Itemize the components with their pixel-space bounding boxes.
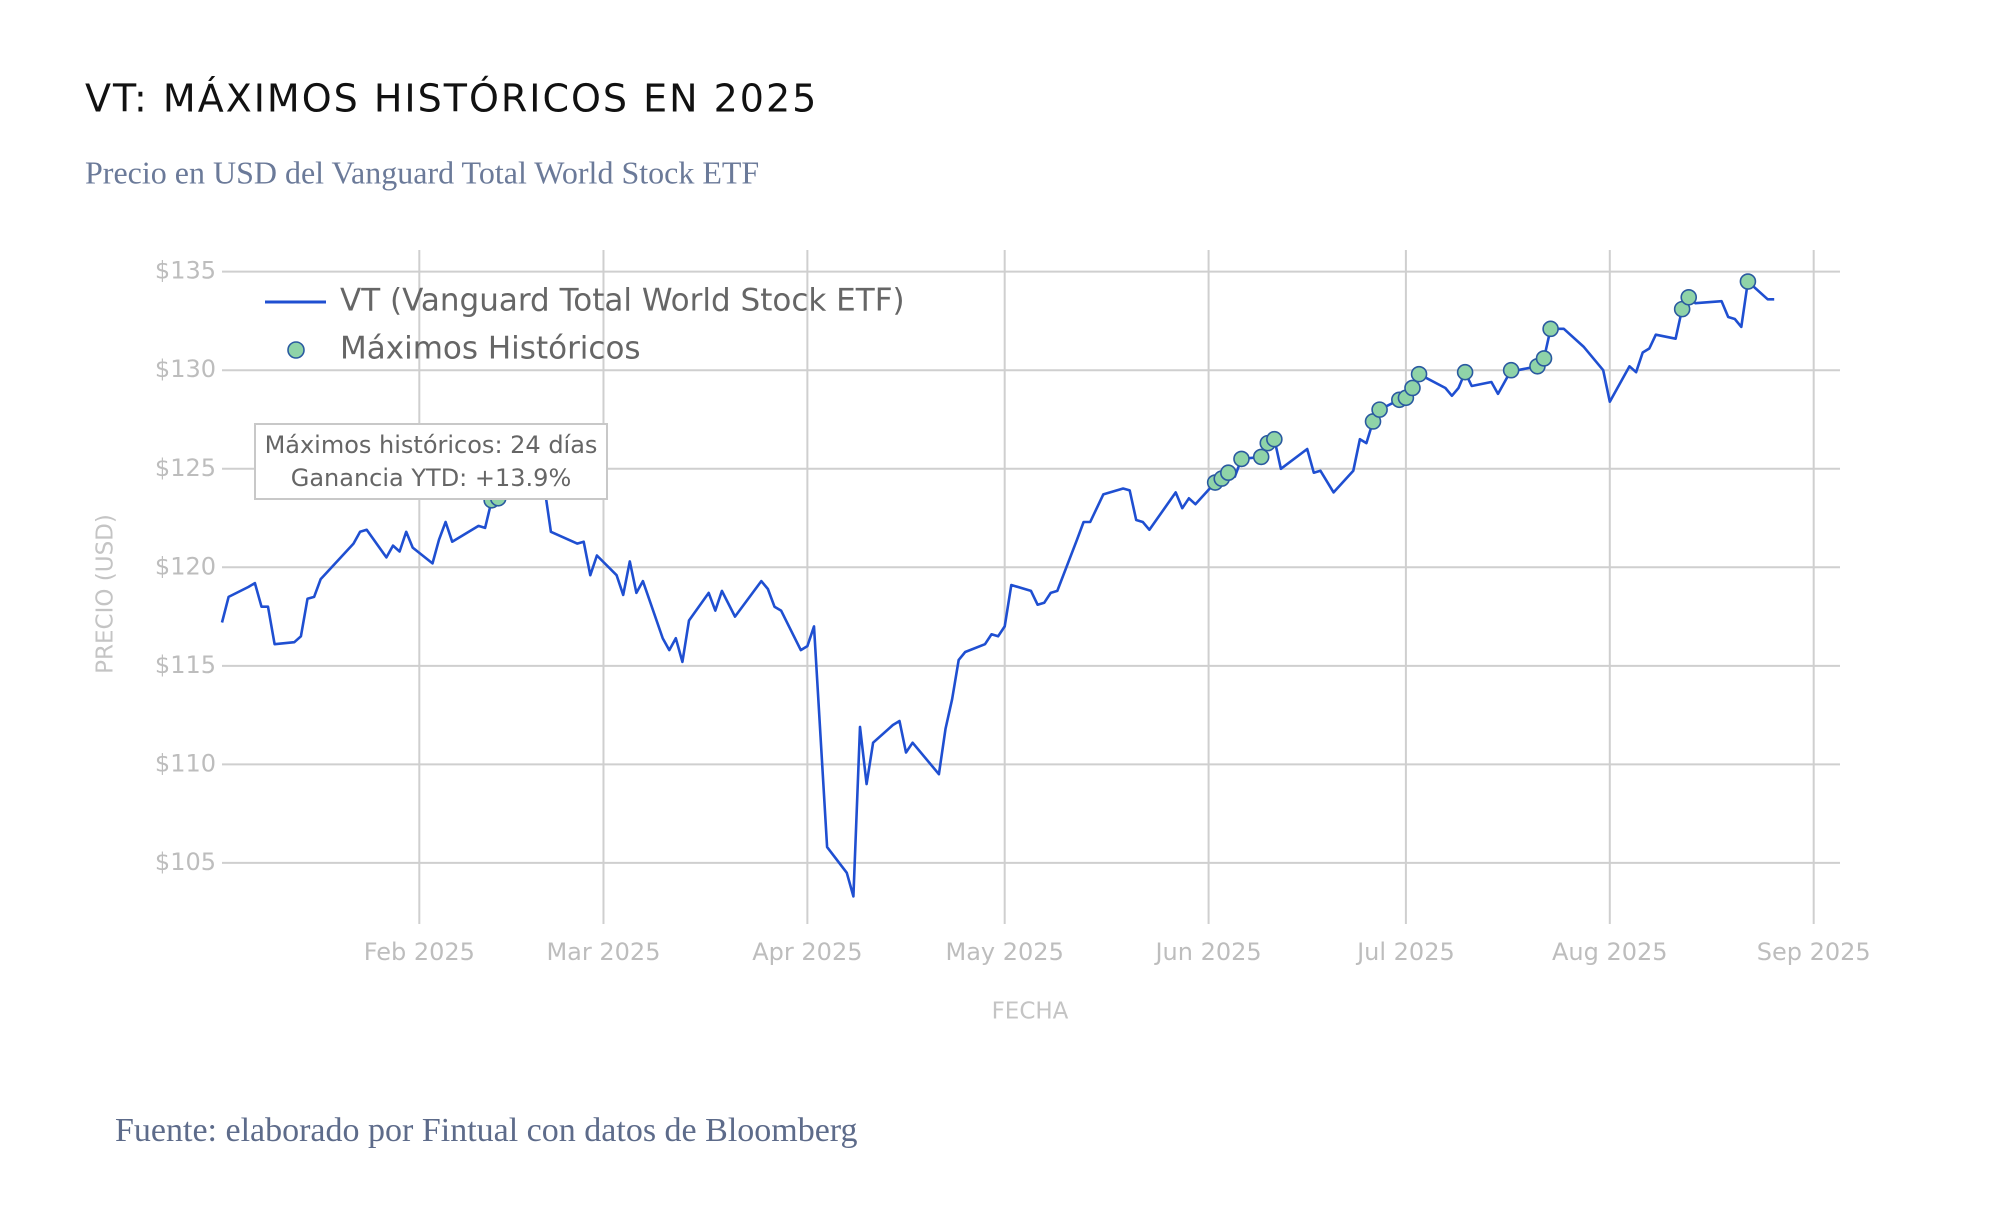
ath-marker — [1404, 379, 1421, 397]
y-axis-title: PRECIO (USD) — [93, 514, 119, 674]
legend-swatch — [287, 341, 305, 359]
ath-marker — [1739, 273, 1757, 290]
y-tick-label: $125 — [155, 454, 216, 482]
y-tick-label: $115 — [155, 651, 216, 679]
x-tick-label: Aug 2025 — [1552, 938, 1668, 966]
annotation: Máximos históricos: 24 días — [265, 431, 598, 459]
ath-marker — [1371, 401, 1388, 418]
ath-marker — [1233, 450, 1250, 468]
y-tick-label: $135 — [155, 257, 216, 285]
ath-marker — [1542, 320, 1559, 338]
y-tick-label: $110 — [155, 749, 216, 777]
ath-marker — [1410, 365, 1428, 383]
ath-marker — [1220, 464, 1237, 481]
plot — [220, 273, 1775, 898]
annotation: Ganancia YTD: +13.9% — [291, 464, 572, 492]
legend-label: Máximos Históricos — [340, 331, 641, 367]
x-axis-title: FECHA — [992, 999, 1069, 1025]
source-note: Fuente: elaborado por Fintual con datos … — [115, 1112, 858, 1149]
x-tick-label: Apr 2025 — [752, 938, 862, 966]
grid: $105 $110 $115 $120 $125 $130 $135 Feb 2025 Mar … — [155, 250, 1871, 966]
ath-marker — [1680, 288, 1698, 306]
x-tick-label: May 2025 — [946, 938, 1064, 966]
x-tick-label: Mar 2025 — [546, 938, 660, 966]
overlay: Máximos históricos: 24 días Ganancia YTD… — [254, 423, 608, 500]
ath-marker — [1535, 350, 1553, 367]
ath-marker — [1266, 430, 1283, 448]
x-tick-label: Jun 2025 — [1153, 938, 1261, 966]
chart-subtitle: Precio en USD del Vanguard Total World S… — [85, 154, 759, 190]
legend: VT (Vanguard Total World Stock ETF) Máxim… — [265, 283, 905, 367]
chart-title: VT: MÁXIMOS HISTÓRICOS EN 2025 — [85, 77, 818, 121]
annotation-box — [254, 423, 608, 500]
ath-marker — [1502, 361, 1520, 379]
y-tick-label: $120 — [155, 552, 216, 580]
x-tick-label: Jul 2025 — [1355, 938, 1455, 966]
x-tick-label: Feb 2025 — [364, 938, 475, 966]
legend-label: VT (Vanguard Total World Stock ETF) — [340, 283, 905, 319]
x-tick-label: Sep 2025 — [1757, 938, 1871, 966]
price-line — [220, 280, 1775, 898]
ath-marker — [1456, 363, 1474, 381]
y-tick-label: $105 — [155, 848, 216, 876]
ath-marker — [1252, 448, 1270, 466]
y-tick-label: $130 — [155, 355, 216, 383]
